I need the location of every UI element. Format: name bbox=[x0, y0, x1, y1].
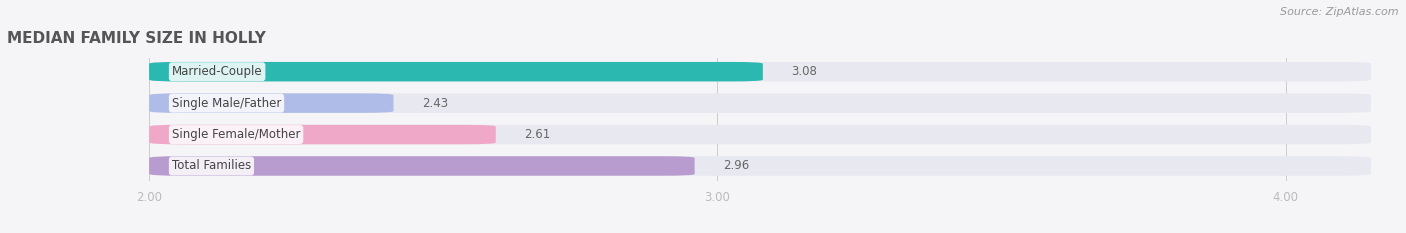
Text: Source: ZipAtlas.com: Source: ZipAtlas.com bbox=[1281, 7, 1399, 17]
FancyBboxPatch shape bbox=[149, 125, 1371, 144]
Text: 2.61: 2.61 bbox=[524, 128, 550, 141]
Text: MEDIAN FAMILY SIZE IN HOLLY: MEDIAN FAMILY SIZE IN HOLLY bbox=[7, 31, 266, 46]
Text: 2.96: 2.96 bbox=[723, 159, 749, 172]
FancyBboxPatch shape bbox=[149, 93, 394, 113]
Text: Single Male/Father: Single Male/Father bbox=[172, 97, 281, 110]
Text: Total Families: Total Families bbox=[172, 159, 252, 172]
Text: Single Female/Mother: Single Female/Mother bbox=[172, 128, 301, 141]
Text: 2.43: 2.43 bbox=[422, 97, 449, 110]
FancyBboxPatch shape bbox=[149, 125, 496, 144]
FancyBboxPatch shape bbox=[149, 156, 1371, 176]
FancyBboxPatch shape bbox=[149, 156, 695, 176]
FancyBboxPatch shape bbox=[149, 93, 1371, 113]
FancyBboxPatch shape bbox=[149, 62, 1371, 81]
Text: Married-Couple: Married-Couple bbox=[172, 65, 263, 78]
FancyBboxPatch shape bbox=[149, 62, 763, 81]
Text: 3.08: 3.08 bbox=[792, 65, 817, 78]
